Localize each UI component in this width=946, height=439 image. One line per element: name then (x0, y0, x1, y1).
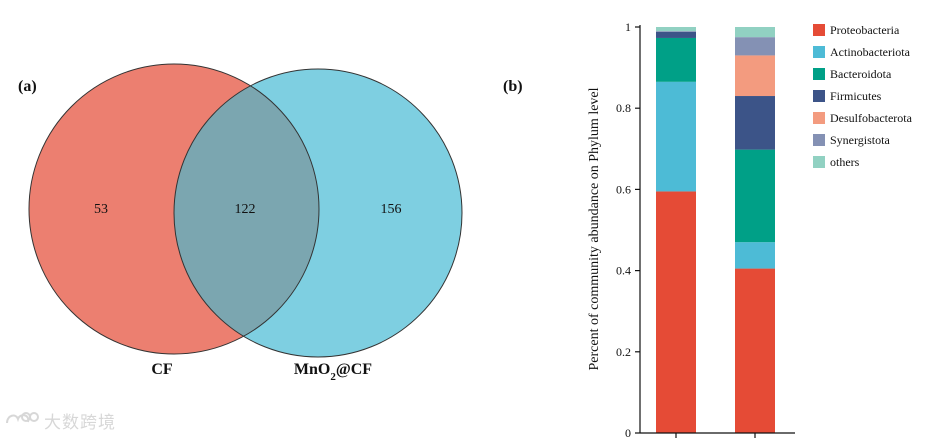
bar-segment-1-synergistota (656, 31, 696, 32)
bar-segment-2-desulfobacterota (735, 55, 775, 97)
venn-set-mno2cf-outline (173, 68, 463, 358)
y-tick-label: 0.8 (616, 101, 631, 115)
y-tick-label: 0.2 (616, 345, 631, 359)
venn-set-label-cf: CF (151, 361, 173, 378)
bar-segment-1-others (656, 27, 696, 32)
bar-segment-2-proteobacteria (735, 268, 775, 433)
legend-swatch-synergistota (813, 134, 825, 146)
y-tick-label: 1 (625, 20, 631, 34)
bar-segment-1-actinobacteriota (656, 81, 696, 192)
legend-label-firmicutes: Firmicutes (830, 89, 882, 103)
y-tick-label: 0.6 (616, 182, 631, 196)
legend-swatch-actinobacteriota (813, 46, 825, 58)
venn-panel-label: (a) (18, 78, 37, 95)
axis-layer: 0 0.2 0.4 0.6 0.8 1 (616, 20, 795, 439)
bar-segment-1-bacteroidota (656, 37, 696, 82)
watermark-text: 大数跨境 (44, 412, 116, 433)
legend-label-bacteroidota: Bacteroidota (830, 67, 892, 81)
bar-segment-1-proteobacteria (656, 191, 696, 433)
venn-set-label-mno2cf-sub: 2 (330, 371, 336, 383)
legend: Proteobacteria Actinobacteriota Bacteroido… (813, 23, 913, 169)
venn-set-label-mno2cf: MnO2@CF (294, 361, 372, 383)
venn-intersection-value: 122 (235, 202, 256, 217)
venn-intersection (174, 69, 319, 354)
venn-unique-cf: 53 (94, 202, 108, 217)
legend-swatch-bacteroidota (813, 68, 825, 80)
legend-swatch-proteobacteria (813, 24, 825, 36)
bar-segment-2-actinobacteriota (735, 242, 775, 269)
legend-label-others: others (830, 155, 860, 169)
venn-unique-mno2cf: 156 (381, 202, 402, 217)
bar-panel: (b) Percent of community abundance on Ph… (503, 20, 913, 439)
bar-segment-2-firmicutes (735, 96, 775, 150)
bar-layer (656, 27, 775, 433)
venn-set-label-mno2cf-rest: @CF (336, 361, 372, 378)
watermark-logo-icon (6, 412, 39, 424)
legend-swatch-firmicutes (813, 90, 825, 102)
legend-label-desulfobacterota: Desulfobacterota (830, 111, 913, 125)
bar-panel-label: (b) (503, 78, 523, 95)
bar-segment-2-others (735, 27, 775, 38)
bar-segment-2-bacteroidota (735, 149, 775, 243)
watermark: 大数跨境 (4, 406, 128, 434)
venn-set-cf-outline (28, 63, 320, 355)
bar-segment-1-firmicutes (656, 31, 696, 38)
venn-panel: (a) 53 122 156 CF MnO2@CF (18, 63, 463, 383)
legend-swatch-desulfobacterota (813, 112, 825, 124)
y-tick-label: 0.4 (616, 264, 631, 278)
venn-set-label-mno2cf-base: MnO (294, 361, 330, 378)
legend-label-actinobacteriota: Actinobacteriota (830, 45, 911, 59)
legend-label-proteobacteria: Proteobacteria (830, 23, 900, 37)
bar-segment-2-synergistota (735, 37, 775, 56)
legend-swatch-others (813, 156, 825, 168)
y-tick-label: 0 (625, 426, 631, 439)
legend-label-synergistota: Synergistota (830, 133, 890, 147)
y-axis-label: Percent of community abundance on Phylum… (587, 87, 602, 370)
